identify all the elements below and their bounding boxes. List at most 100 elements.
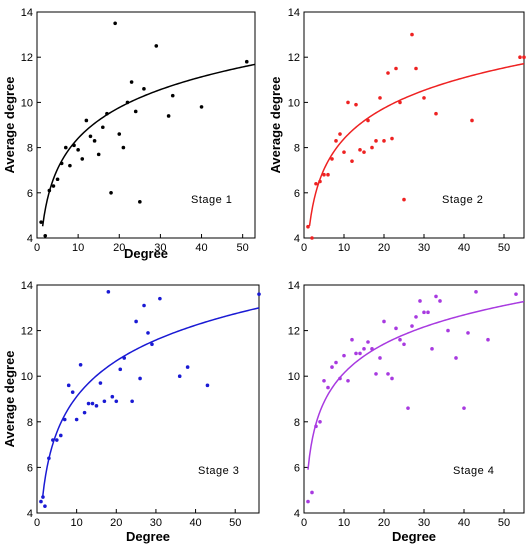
data-point (185, 365, 190, 369)
data-point (105, 111, 109, 116)
data-point (410, 324, 414, 328)
data-point (125, 100, 130, 105)
data-point (82, 410, 87, 415)
data-point (394, 66, 398, 71)
x-tick-label: 20 (113, 242, 125, 254)
data-point (318, 179, 322, 184)
data-point (55, 438, 59, 442)
stage-label: Stage 2 (442, 194, 483, 206)
data-point (96, 152, 101, 157)
data-point (43, 504, 47, 508)
y-tick-label: 10 (21, 371, 33, 383)
x-tick-label: 30 (418, 517, 430, 529)
y-tick-label: 14 (21, 7, 33, 19)
data-point (346, 100, 350, 105)
data-point (113, 21, 117, 26)
data-point (306, 499, 310, 504)
data-point (150, 342, 154, 347)
data-point (310, 236, 314, 240)
data-point (326, 172, 330, 177)
data-point (338, 132, 342, 136)
data-point (422, 96, 426, 100)
x-tick-label: 0 (34, 517, 40, 529)
data-point (470, 118, 474, 123)
data-point (109, 191, 113, 195)
data-point (118, 367, 123, 372)
data-point (414, 315, 418, 319)
panel-2: 0 10 20 30 40 50 4 6 8 10 12 14 Average degree Stage … (268, 7, 526, 254)
data-point (454, 356, 458, 360)
data-point (66, 383, 71, 388)
y-tick-label: 8 (27, 417, 33, 429)
data-point (378, 356, 382, 360)
data-point (350, 337, 354, 342)
data-point (154, 44, 159, 48)
y-tick-label: 12 (288, 52, 300, 64)
data-point (390, 376, 394, 381)
x-tick-label: 20 (378, 517, 390, 529)
data-point (438, 299, 442, 303)
data-point (62, 417, 67, 422)
data-point (41, 495, 45, 499)
y-axis-title: Average degree (2, 76, 17, 173)
data-point (121, 145, 126, 150)
y-tick-label: 12 (21, 52, 33, 64)
data-point (106, 290, 111, 294)
panel-3: 0 10 20 30 40 50 4 6 8 10 12 14 Degree Average degree… (2, 280, 261, 544)
data-point (170, 93, 175, 98)
data-point (386, 372, 390, 376)
data-point (362, 347, 366, 351)
x-tick-label: 40 (458, 242, 470, 254)
data-point (370, 347, 374, 351)
data-point (142, 87, 146, 91)
data-point (422, 310, 426, 315)
data-point (486, 337, 490, 342)
data-point (58, 433, 63, 438)
y-tick-label: 10 (288, 97, 300, 109)
data-point (72, 143, 76, 148)
stage-label: Stage 4 (453, 465, 494, 477)
x-tick-label: 10 (338, 517, 350, 529)
data-point (63, 145, 68, 150)
x-tick-label: 0 (301, 242, 307, 254)
x-tick-label: 30 (150, 517, 162, 529)
x-tick-label: 30 (418, 242, 430, 254)
x-tick-label: 20 (378, 242, 390, 254)
y-tick-label: 8 (27, 143, 33, 155)
data-point (94, 404, 99, 408)
data-point (390, 136, 394, 141)
data-point (322, 172, 326, 177)
x-tick-label: 50 (498, 517, 510, 529)
data-point (342, 353, 346, 358)
panel-4: 0 10 20 30 40 50 4 6 8 10 12 14 Degree Stage 4 (288, 280, 525, 544)
data-point (386, 71, 390, 75)
y-tick-label: 14 (21, 280, 33, 292)
data-point (43, 233, 48, 238)
data-point (205, 383, 210, 388)
data-point (177, 374, 182, 379)
data-point (138, 376, 142, 381)
y-tick-label: 6 (27, 462, 33, 474)
data-point (418, 299, 422, 303)
y-tick-label: 14 (288, 7, 300, 19)
data-point (86, 401, 91, 406)
data-point (326, 385, 330, 390)
data-point (88, 134, 93, 139)
data-point (402, 342, 406, 347)
data-point (410, 32, 414, 37)
y-tick-label: 4 (294, 508, 300, 520)
stage-label: Stage 3 (198, 465, 239, 477)
data-point (370, 145, 374, 150)
y-tick-label: 10 (21, 97, 33, 109)
data-point (426, 310, 430, 315)
data-point (366, 340, 370, 344)
data-point (358, 351, 362, 356)
x-tick-label: 20 (110, 517, 122, 529)
data-point (306, 224, 310, 229)
data-point (80, 157, 85, 161)
data-point (474, 290, 478, 294)
data-point (199, 105, 204, 109)
y-tick-label: 12 (288, 326, 300, 338)
data-point (114, 399, 119, 404)
x-axis-title: Degree (126, 529, 170, 544)
